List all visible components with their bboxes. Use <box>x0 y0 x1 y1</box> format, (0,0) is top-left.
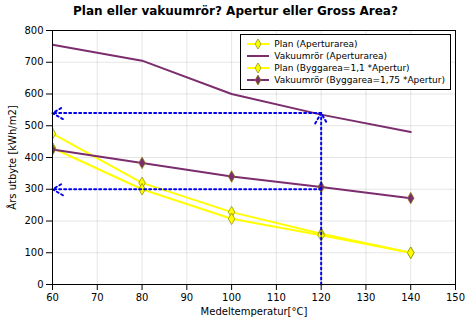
svg-text:0: 0 <box>37 279 43 290</box>
html-text:Vakuumrör (Aperturarea): Vakuumrör (Aperturarea) <box>274 51 388 61</box>
html-text:Plan eller vakuumrör? Apertur: Plan eller vakuumrör? Apertur eller Gros… <box>73 4 398 18</box>
svg-text:80: 80 <box>136 292 149 303</box>
svg-text:500: 500 <box>24 120 43 131</box>
svg-text:200: 200 <box>24 215 43 226</box>
svg-text:130: 130 <box>356 292 375 303</box>
svg-text:150: 150 <box>446 292 465 303</box>
svg-text:600: 600 <box>24 88 43 99</box>
svg-text:Medeltemperatur[°C]: Medeltemperatur[°C] <box>201 306 308 317</box>
svg-text:70: 70 <box>91 292 104 303</box>
svg-text:140: 140 <box>401 292 420 303</box>
html-text:Vakuumrör (Byggarea=1,75 *Aper: Vakuumrör (Byggarea=1,75 *Apertur) <box>274 75 445 85</box>
html-text:Plan (Byggarea=1,1 *Apertur): Plan (Byggarea=1,1 *Apertur) <box>274 63 410 73</box>
svg-text:100: 100 <box>24 247 43 258</box>
svg-text:800: 800 <box>24 25 43 36</box>
svg-text:700: 700 <box>24 56 43 67</box>
svg-text:120: 120 <box>312 292 331 303</box>
svg-text:60: 60 <box>46 292 59 303</box>
svg-text:100: 100 <box>222 292 241 303</box>
svg-text:400: 400 <box>24 152 43 163</box>
svg-text:90: 90 <box>180 292 193 303</box>
html-text:Plan (Aperturarea): Plan (Aperturarea) <box>274 39 358 49</box>
svg-text:110: 110 <box>267 292 286 303</box>
svg-text:300: 300 <box>24 183 43 194</box>
svg-text:Års utbyte [kWh/m2]: Års utbyte [kWh/m2] <box>6 105 18 210</box>
